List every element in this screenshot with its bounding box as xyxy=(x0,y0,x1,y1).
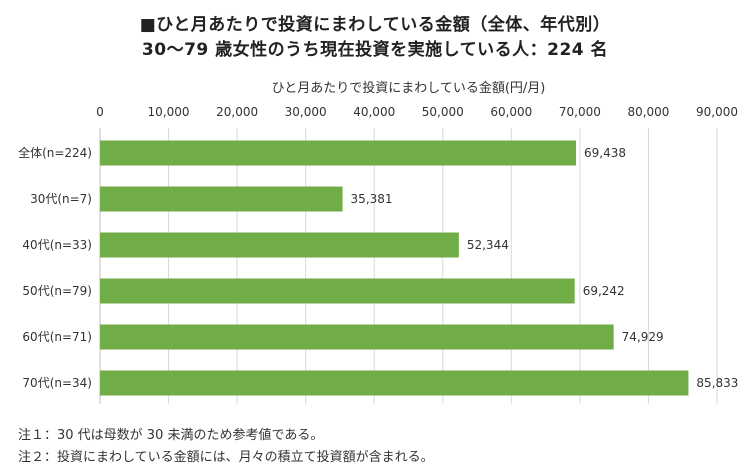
category-label: 70代(n=34) xyxy=(22,376,92,390)
tick-label: 80,000 xyxy=(627,105,669,119)
tick-label: 20,000 xyxy=(216,105,258,119)
category-label: 全体(n=224) xyxy=(18,145,92,160)
bar xyxy=(100,232,459,258)
category-label: 30代(n=7) xyxy=(30,192,92,206)
footnote-1: 注１：30 代は母数が 30 未満のため参考値である。 xyxy=(18,428,324,443)
bar xyxy=(100,186,343,212)
category-label: 40代(n=33) xyxy=(22,238,92,252)
tick-label: 70,000 xyxy=(559,105,601,119)
category-label: 50代(n=79) xyxy=(22,284,92,298)
bar xyxy=(100,278,575,304)
chart-subtitle: 30〜79 歳女性のうち現在投資を実施している人：224 名 xyxy=(141,40,609,60)
bar-chart: ひと月あたりで投資にまわしている金額(円/月) 0 10,000 20,000 30,0… xyxy=(18,80,738,404)
category-label: 60代(n=71) xyxy=(22,330,92,344)
axis-label: ひと月あたりで投資にまわしている金額(円/月) xyxy=(272,80,546,96)
tick-label: 0 xyxy=(96,105,104,119)
footnote-2: 注２：投資にまわしている金額には、月々の積立て投資額が含まれる。 xyxy=(18,450,434,465)
bar xyxy=(100,370,689,396)
data-label: 52,344 xyxy=(467,238,509,252)
tick-label: 90,000 xyxy=(696,105,738,119)
bar xyxy=(100,140,577,166)
data-label: 85,833 xyxy=(696,376,738,390)
bar xyxy=(100,324,614,350)
tick-label: 10,000 xyxy=(148,105,190,119)
tick-label: 60,000 xyxy=(490,105,532,119)
tick-label: 30,000 xyxy=(285,105,327,119)
chart-title: ■ひと月あたりで投資にまわしている金額（全体、年代別） xyxy=(139,15,611,35)
data-label: 69,438 xyxy=(584,146,626,160)
data-label: 35,381 xyxy=(351,192,393,206)
tick-label: 50,000 xyxy=(422,105,464,119)
tick-label: 40,000 xyxy=(353,105,395,119)
data-label: 69,242 xyxy=(583,284,625,298)
data-label: 74,929 xyxy=(622,330,664,344)
